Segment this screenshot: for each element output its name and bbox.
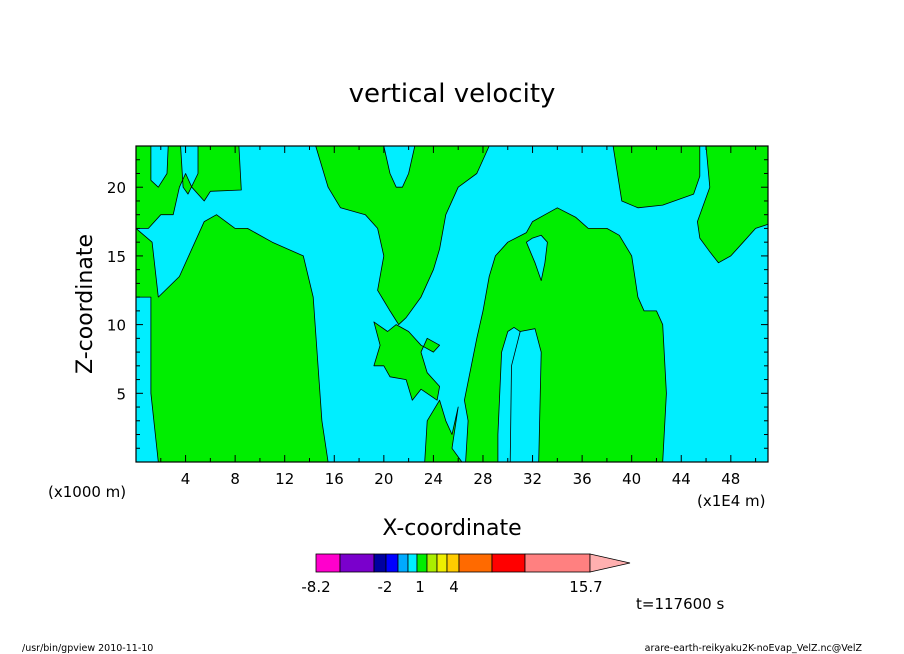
x-unit-label: (x1E4 m) [697, 492, 766, 510]
colorbar-segment-0 [315, 553, 341, 573]
y-tick-label-5: 5 [116, 385, 126, 403]
y-tick-label-10: 10 [107, 317, 126, 335]
footer-left: /usr/bin/gpview 2010-11-10 [22, 643, 153, 654]
colorbar-label--8.2: -8.2 [301, 578, 330, 596]
region-green-10 [612, 145, 701, 209]
colorbar-segment-8 [436, 553, 448, 573]
region-cyan-9 [526, 234, 548, 282]
x-tick-label-32: 32 [523, 470, 542, 488]
x-tick-label-36: 36 [573, 470, 592, 488]
x-tick-label-28: 28 [473, 470, 492, 488]
y-tick-label-20: 20 [107, 179, 126, 197]
x-tick-label-44: 44 [672, 470, 691, 488]
x-scale-label: (x1000 m) [48, 483, 126, 501]
x-tick-label-16: 16 [325, 470, 344, 488]
contour-regions [135, 145, 769, 463]
y-axis: 5 10 15 20 [107, 159, 768, 449]
x-axis: 4 8 12 16 20 24 28 32 36 40 44 48 [160, 146, 757, 488]
x-tick-label-40: 40 [622, 470, 641, 488]
colorbar-segment-3 [385, 553, 399, 573]
region-green-5 [373, 321, 441, 401]
x-tick-label-12: 12 [275, 470, 294, 488]
x-tick-label-4: 4 [181, 470, 191, 488]
region-green-7 [463, 207, 667, 463]
x-tick-label-8: 8 [230, 470, 240, 488]
chart-title: vertical velocity [349, 79, 556, 109]
colorbar-segment-4 [397, 553, 409, 573]
colorbar-segment-7 [426, 553, 438, 573]
colorbar-segment-5 [407, 553, 418, 573]
region-green-6 [424, 399, 463, 463]
y-axis-title: Z-coordinate [73, 234, 98, 374]
colorbar-segment-11 [491, 553, 526, 573]
colorbar-label-15.7: 15.7 [569, 578, 602, 596]
colorbar: -8.2 -2 1 4 15.7 [301, 553, 631, 596]
region-green-0 [135, 214, 329, 463]
footer-right: arare-earth-reikyaku2K-noEvap_VelZ.nc@Ve… [645, 643, 863, 654]
plot-frame [135, 145, 769, 463]
colorbar-segment-2 [373, 553, 387, 573]
colorbar-segment-1 [339, 553, 375, 573]
y-tick-label-15: 15 [107, 248, 126, 266]
colorbar-segment-10 [458, 553, 493, 573]
colorbar-label--2: -2 [378, 578, 393, 596]
x-axis-title: X-coordinate [382, 516, 521, 541]
colorbar-label-1: 1 [415, 578, 425, 596]
colorbar-extension-arrow [589, 553, 631, 573]
colorbar-segment-6 [416, 553, 428, 573]
colorbar-label-4: 4 [449, 578, 459, 596]
colorbar-segment-9 [446, 553, 460, 573]
x-tick-label-24: 24 [424, 470, 443, 488]
x-tick-label-20: 20 [374, 470, 393, 488]
colorbar-segment-12 [524, 553, 591, 573]
time-label: t=117600 s [636, 595, 724, 613]
region-green-4 [315, 145, 490, 326]
x-tick-label-48: 48 [721, 470, 740, 488]
